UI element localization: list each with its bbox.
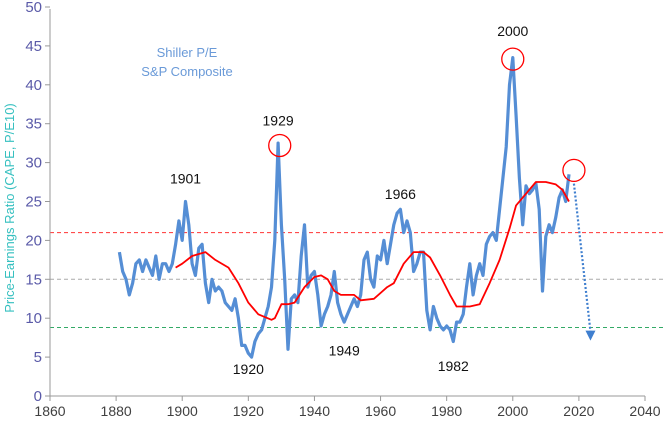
year-annotation: 1901 — [170, 171, 201, 187]
highlight-circle — [562, 158, 586, 183]
legend-line-1: Shiller P/E — [157, 45, 218, 60]
y-tick-label: 10 — [25, 310, 42, 327]
y-tick-label: 30 — [25, 155, 42, 172]
highlight-circle — [501, 47, 525, 71]
y-tick-label: 20 — [25, 232, 42, 249]
cape-series-line — [117, 55, 571, 359]
year-annotation: 1929 — [263, 112, 294, 128]
x-tick-label: 1900 — [167, 403, 198, 419]
year-annotation: 1920 — [233, 361, 264, 377]
forecast-arrow-line — [572, 183, 592, 332]
year-annotation: 2000 — [497, 23, 528, 39]
forecast-arrow-head — [585, 330, 596, 341]
y-tick-label: 25 — [25, 194, 42, 211]
x-tick-label: 2000 — [497, 403, 528, 419]
y-tick-label: 15 — [25, 271, 42, 288]
y-tick-label: 50 — [25, 0, 42, 16]
y-tick-label: 40 — [25, 77, 42, 94]
y-axis-label: Price-Earnings Ratio (CAPE, P/E10) — [2, 103, 17, 313]
year-annotation: 1966 — [385, 186, 416, 202]
x-tick-label: 1980 — [431, 403, 462, 419]
x-tick-label: 1940 — [299, 403, 330, 419]
highlight-circle — [268, 133, 292, 158]
year-annotation: 1982 — [438, 358, 469, 374]
year-annotation: 1949 — [329, 343, 360, 359]
x-tick-label: 1860 — [34, 403, 65, 419]
x-tick-label: 2040 — [629, 403, 660, 419]
y-tick-label: 35 — [25, 116, 42, 133]
trend-series-line — [175, 181, 570, 321]
x-tick-label: 1880 — [101, 403, 132, 419]
y-tick-label: 0 — [34, 388, 42, 405]
x-tick-label: 1960 — [365, 403, 396, 419]
y-tick-label: 5 — [34, 349, 42, 366]
y-tick-label: 45 — [25, 38, 42, 55]
x-tick-label: 1920 — [233, 403, 264, 419]
x-tick-label: 2020 — [563, 403, 594, 419]
legend-line-2: S&P Composite — [141, 64, 233, 79]
